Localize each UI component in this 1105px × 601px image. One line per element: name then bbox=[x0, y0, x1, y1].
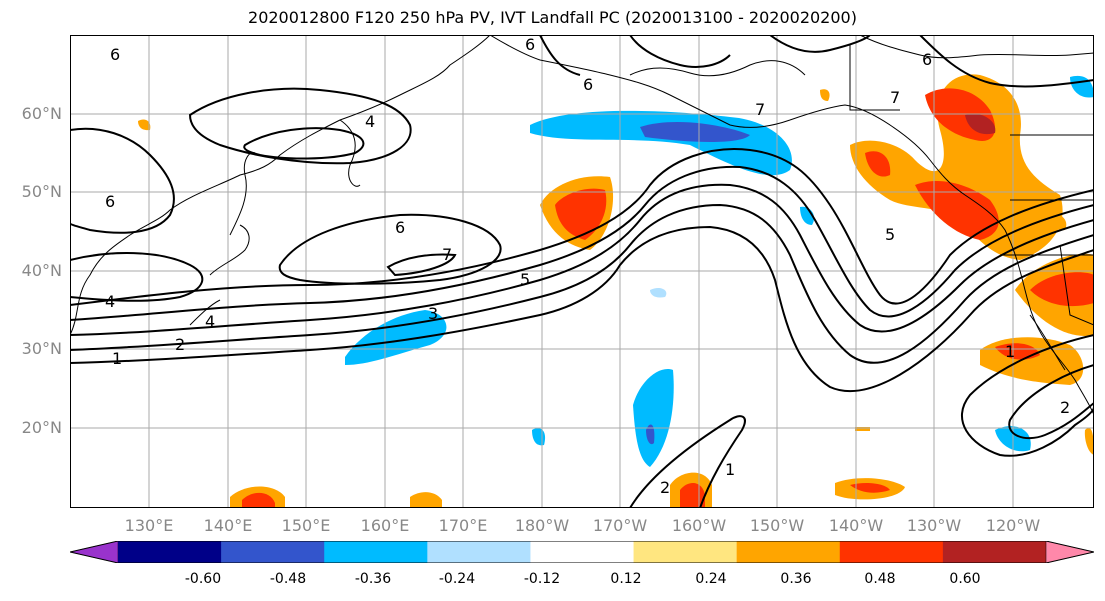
colorbar-segment bbox=[839, 541, 944, 563]
colorbar-tick: 0.24 bbox=[695, 571, 727, 587]
colorbar-tick: -0.48 bbox=[269, 571, 307, 587]
contour-label: 1 bbox=[112, 349, 122, 368]
colorbar-extend-low bbox=[70, 541, 119, 563]
lat-label-50n: 50°N bbox=[21, 182, 62, 201]
contour-label: 2 bbox=[1060, 398, 1070, 417]
lon-label-150e: 150°E bbox=[281, 516, 331, 535]
lat-label-30n: 30°N bbox=[21, 339, 62, 358]
lon-label-170e: 170°E bbox=[438, 516, 488, 535]
contour-label: 7 bbox=[755, 100, 765, 119]
colorbar-tick: 0.48 bbox=[864, 571, 896, 587]
lat-label-20n: 20°N bbox=[21, 418, 62, 437]
colorbar-segment bbox=[427, 541, 531, 563]
contour-label: 6 bbox=[922, 50, 932, 69]
lon-label-140e: 140°E bbox=[203, 516, 253, 535]
lat-label-60n: 60°N bbox=[21, 104, 62, 123]
contour-label: 2 bbox=[660, 478, 670, 497]
colorbar-tick: 0.36 bbox=[780, 571, 812, 587]
colorbar-segment bbox=[633, 541, 738, 563]
contour-label: 6 bbox=[583, 75, 593, 94]
lon-label-140w: 140°W bbox=[828, 516, 884, 535]
contour-label: 1 bbox=[1005, 342, 1015, 361]
contour-label: 3 bbox=[428, 304, 438, 323]
map-title: 2020012800 F120 250 hPa PV, IVT Landfall… bbox=[248, 8, 857, 27]
lat-label-40n: 40°N bbox=[21, 261, 62, 280]
lon-label-160w: 160°W bbox=[671, 516, 727, 535]
map-frame bbox=[70, 35, 1094, 508]
colorbar-segment bbox=[942, 541, 1047, 563]
contour-label: 2 bbox=[175, 335, 185, 354]
colorbar-tick: 0.12 bbox=[610, 571, 642, 587]
contour-labels: 6 6 6 7 6 4 4 2 1 6 7 5 4 3 6 7 5 1 2 2 … bbox=[105, 35, 1070, 497]
colorbar-tick: -0.12 bbox=[523, 571, 561, 587]
contour-label: 6 bbox=[395, 218, 405, 237]
contour-label: 4 bbox=[105, 292, 115, 311]
contour-label: 6 bbox=[110, 45, 120, 64]
colorbar-segment bbox=[530, 541, 635, 563]
colorbar-segment bbox=[118, 541, 222, 563]
lon-label-170w: 170°W bbox=[592, 516, 648, 535]
colorbar-tick: 0.60 bbox=[949, 571, 981, 587]
colorbar-tick: -0.24 bbox=[438, 571, 476, 587]
contour-label: 1 bbox=[725, 460, 735, 479]
lon-label-180w: 180°W bbox=[514, 516, 570, 535]
contour-label: 6 bbox=[105, 192, 115, 211]
map-panel: 6 6 6 7 6 4 4 2 1 6 7 5 4 3 6 7 5 1 2 2 … bbox=[70, 35, 1094, 508]
colorbar-segment bbox=[736, 541, 841, 563]
lon-label-160e: 160°E bbox=[360, 516, 410, 535]
contour-label: 5 bbox=[885, 225, 895, 244]
lon-label-130w: 130°W bbox=[906, 516, 962, 535]
contour-label: 5 bbox=[520, 270, 530, 289]
colorbar bbox=[70, 541, 1094, 563]
pv-contours bbox=[70, 35, 1094, 508]
contour-label: 4 bbox=[365, 112, 375, 131]
contour-label: 4 bbox=[205, 312, 215, 331]
graticule bbox=[70, 35, 1094, 508]
colorbar-segment bbox=[324, 541, 428, 563]
lon-label-120w: 120°W bbox=[985, 516, 1041, 535]
colorbar-tick: -0.60 bbox=[184, 571, 222, 587]
lon-label-130e: 130°E bbox=[124, 516, 174, 535]
colorbar-extend-high bbox=[1045, 541, 1094, 563]
contour-label: 7 bbox=[442, 245, 452, 264]
contour-label: 6 bbox=[525, 35, 535, 54]
colorbar-tick: -0.36 bbox=[354, 571, 392, 587]
lon-label-150w: 150°W bbox=[749, 516, 805, 535]
colorbar-segment bbox=[221, 541, 325, 563]
contour-label: 7 bbox=[890, 88, 900, 107]
